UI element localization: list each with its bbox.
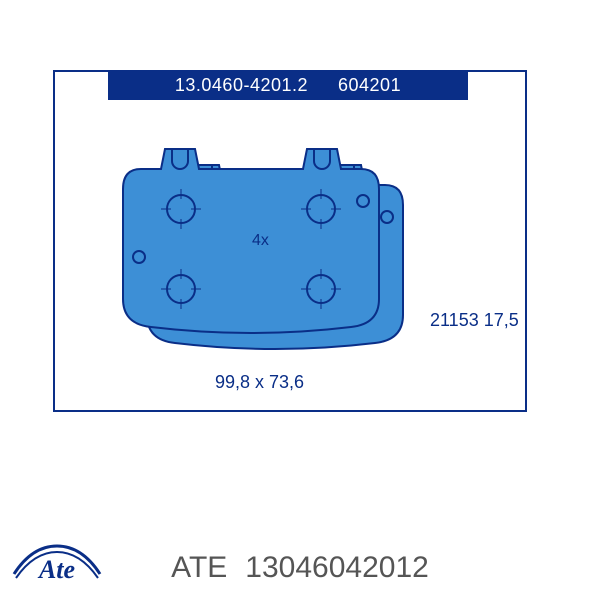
stage: 13.0460-4201.2 604201 4x 99,8 x 73,6 211… bbox=[0, 0, 600, 600]
footer-code: 13046042012 bbox=[245, 551, 429, 585]
part-number: 13.0460-4201.2 bbox=[175, 75, 308, 96]
thickness-label: 21153 17,5 bbox=[430, 310, 519, 331]
quantity-label: 4x bbox=[252, 232, 269, 250]
short-code: 604201 bbox=[338, 75, 401, 96]
footer-caption: ATE 13046042012 bbox=[0, 536, 600, 600]
header-bar: 13.0460-4201.2 604201 bbox=[108, 70, 468, 100]
size-label: 99,8 x 73,6 bbox=[215, 372, 304, 393]
footer-brand: ATE bbox=[171, 551, 227, 585]
